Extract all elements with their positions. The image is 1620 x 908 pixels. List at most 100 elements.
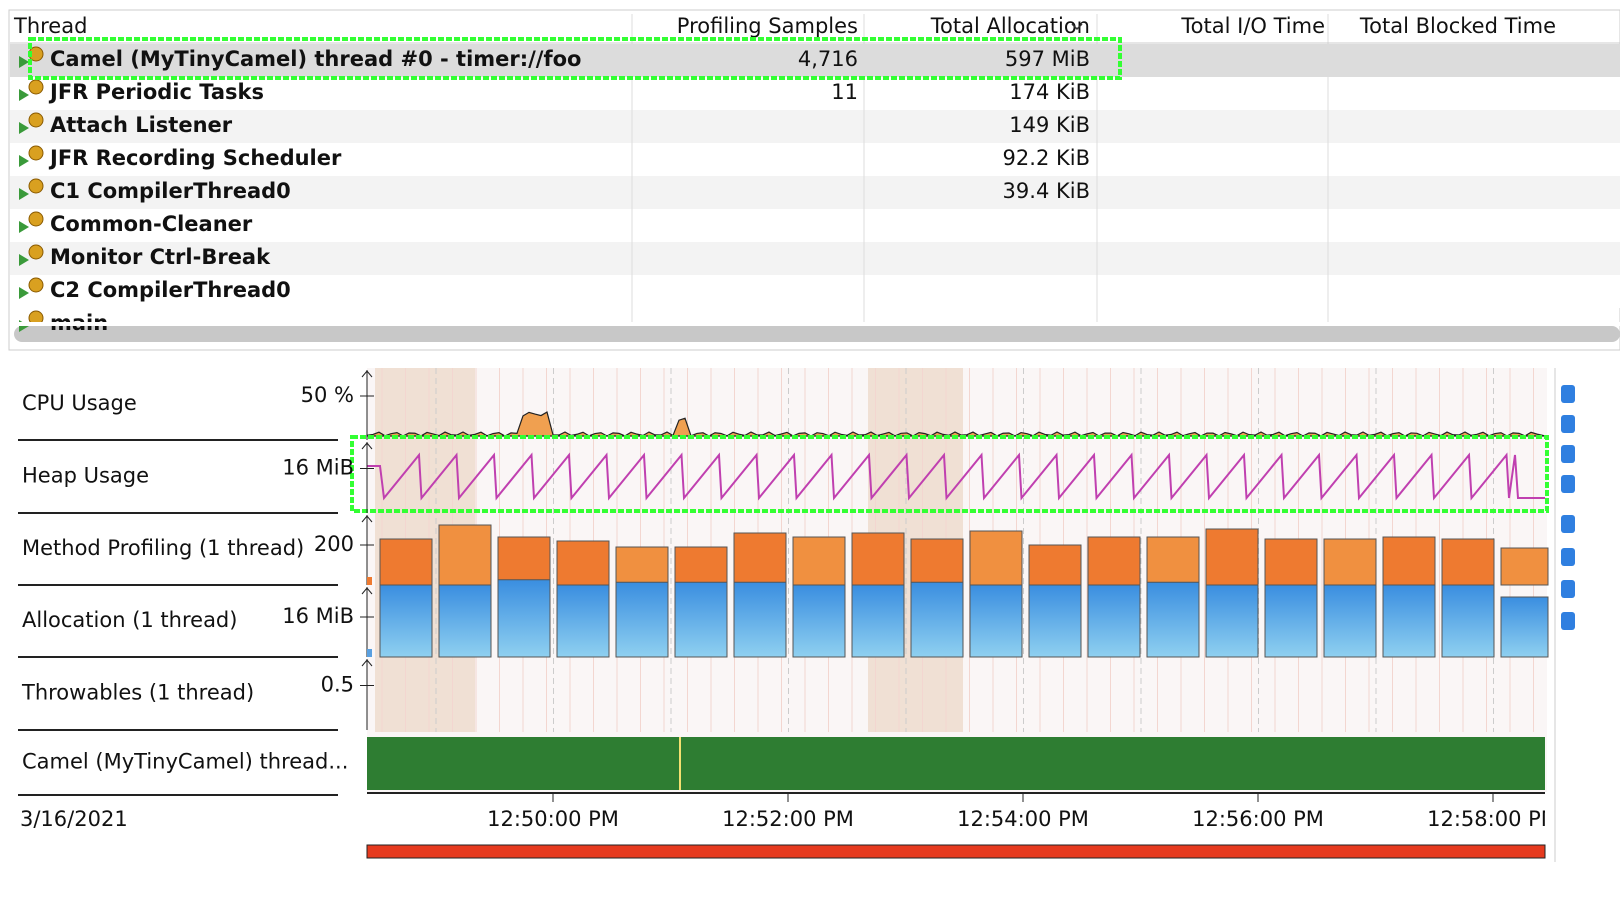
thread-icon (19, 287, 29, 299)
lane-label: Camel (MyTinyCamel) thread... (22, 750, 348, 774)
total-allocation: 149 KiB (1009, 113, 1090, 137)
total-allocation: 174 KiB (1009, 80, 1090, 104)
total-allocation: 92.2 KiB (1003, 146, 1090, 170)
bar (1323, 538, 1377, 586)
time-label: 12:56:00 PM (1192, 807, 1324, 831)
date-label: 3/16/2021 (20, 807, 128, 831)
bar (497, 579, 551, 658)
column-header: Total Blocked Time (1359, 14, 1556, 38)
thread-icon (28, 244, 44, 260)
time-label: 12:58:00 PM (1427, 807, 1559, 831)
bar (1028, 584, 1082, 658)
highlight (350, 435, 1549, 513)
thread-name: C2 CompilerThread0 (50, 278, 291, 302)
bar (1441, 584, 1495, 658)
bar (792, 584, 846, 658)
thread-icon (28, 211, 44, 227)
table-row[interactable] (10, 77, 1620, 110)
thread-icon (19, 56, 29, 68)
thread-icon (19, 221, 29, 233)
y-tick-label: 0.5 (321, 673, 354, 697)
column-header: Total I/O Time (1180, 14, 1325, 38)
time-label: 12:52:00 PM (722, 807, 854, 831)
lane-checkbox[interactable] (1561, 515, 1575, 533)
bar (1264, 538, 1318, 586)
table-row[interactable] (10, 143, 1620, 176)
lane-checkbox[interactable] (1561, 475, 1575, 493)
thread-icon (28, 79, 44, 95)
time-label: 12:54:00 PM (957, 807, 1089, 831)
axis-arrow (361, 370, 373, 378)
range-bar[interactable] (366, 844, 1546, 859)
lane-checkbox[interactable] (1561, 580, 1575, 598)
bar (1146, 581, 1200, 658)
bar (615, 581, 669, 658)
thread-activity (367, 737, 1545, 790)
thread-icon (28, 178, 44, 194)
bar (674, 546, 728, 586)
table-row[interactable] (10, 44, 1620, 77)
scrollbar[interactable] (14, 326, 1620, 342)
y-tick-label: 16 MiB (282, 456, 354, 480)
y-tick-label: 50 % (301, 383, 354, 407)
bar (1500, 596, 1549, 658)
lane-checkbox[interactable] (1561, 612, 1575, 630)
column-header: Profiling Samples (677, 14, 858, 38)
bar (851, 532, 905, 586)
profiling-samples: 4,716 (798, 47, 858, 71)
column-header: Total Allocation (930, 14, 1090, 38)
bar (733, 581, 787, 658)
time-label: 12:50:00 PM (487, 807, 619, 831)
table-row[interactable] (10, 242, 1620, 275)
table-row[interactable] (10, 209, 1620, 242)
bar (910, 538, 964, 586)
bar (1087, 536, 1141, 586)
bar-stub (367, 649, 372, 657)
thread-name: JFR Recording Scheduler (48, 146, 342, 170)
bar (969, 584, 1023, 658)
thread-icon (19, 188, 29, 200)
bar (851, 584, 905, 658)
thread-name: Common-Cleaner (50, 212, 253, 236)
lane-label: Throwables (1 thread) (21, 681, 254, 705)
axis-arrow (361, 442, 373, 450)
lane-checkbox[interactable] (1561, 548, 1575, 566)
bar (1323, 584, 1377, 658)
thread-icon (28, 277, 44, 293)
thread-name: Attach Listener (50, 113, 233, 137)
thread-icon (19, 89, 29, 101)
table-row[interactable] (10, 275, 1620, 308)
thread-name: Monitor Ctrl-Break (50, 245, 271, 269)
y-tick-label: 200 (314, 532, 354, 556)
lane-checkbox[interactable] (1561, 415, 1575, 433)
table-row[interactable] (10, 110, 1620, 143)
bar (1441, 538, 1495, 586)
bar (1205, 528, 1259, 586)
bar (1087, 584, 1141, 658)
table-row[interactable] (10, 176, 1620, 209)
bar (674, 581, 728, 658)
thread-icon (19, 254, 29, 266)
bar (910, 581, 964, 658)
cover (10, 322, 1620, 326)
bar (1028, 544, 1082, 586)
bar (438, 524, 492, 586)
bar (379, 584, 433, 658)
bar (1382, 536, 1436, 586)
lane-checkbox[interactable] (1561, 385, 1575, 403)
bar (1205, 584, 1259, 658)
lane-checkbox[interactable] (1561, 445, 1575, 463)
bar (1264, 584, 1318, 658)
bar-stub (367, 577, 372, 585)
lane-label: Method Profiling (1 thread) (22, 536, 304, 560)
bar (556, 540, 610, 586)
bar (438, 584, 492, 658)
lane-label: Heap Usage (22, 464, 149, 488)
column-header: Thread (13, 14, 87, 38)
bar (615, 546, 669, 586)
lane-label: CPU Usage (22, 391, 137, 415)
thread-icon (28, 145, 44, 161)
y-tick-label: 16 MiB (282, 604, 354, 628)
